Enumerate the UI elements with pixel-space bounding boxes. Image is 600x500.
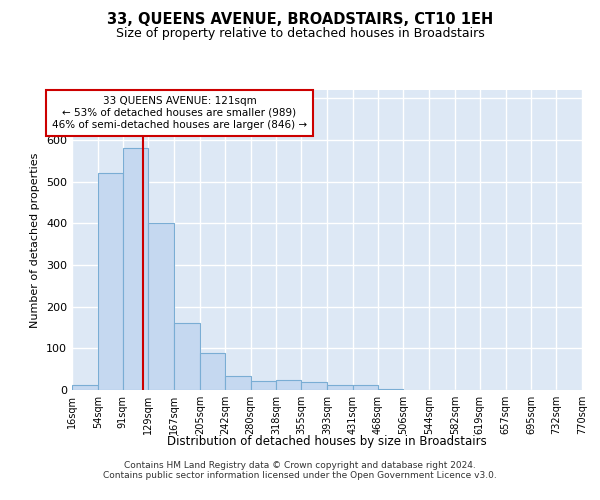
Bar (276, 380, 301, 390)
Bar (301, 382, 327, 390)
Bar (200, 354, 225, 390)
Bar (251, 381, 276, 390)
Bar (327, 385, 353, 390)
Bar (225, 376, 251, 390)
Bar (353, 384, 378, 390)
Bar (174, 324, 200, 390)
Text: 33 QUEENS AVENUE: 121sqm
← 53% of detached houses are smaller (989)
46% of semi-: 33 QUEENS AVENUE: 121sqm ← 53% of detach… (52, 96, 307, 130)
Bar (98, 174, 123, 390)
Bar (123, 148, 148, 390)
Bar (72, 384, 98, 390)
Text: Contains HM Land Registry data © Crown copyright and database right 2024.
Contai: Contains HM Land Registry data © Crown c… (103, 460, 497, 480)
Bar (378, 389, 403, 390)
Text: Size of property relative to detached houses in Broadstairs: Size of property relative to detached ho… (116, 28, 484, 40)
Bar (148, 224, 174, 390)
Y-axis label: Number of detached properties: Number of detached properties (31, 152, 40, 328)
Text: 33, QUEENS AVENUE, BROADSTAIRS, CT10 1EH: 33, QUEENS AVENUE, BROADSTAIRS, CT10 1EH (107, 12, 493, 28)
Text: Distribution of detached houses by size in Broadstairs: Distribution of detached houses by size … (167, 435, 487, 448)
